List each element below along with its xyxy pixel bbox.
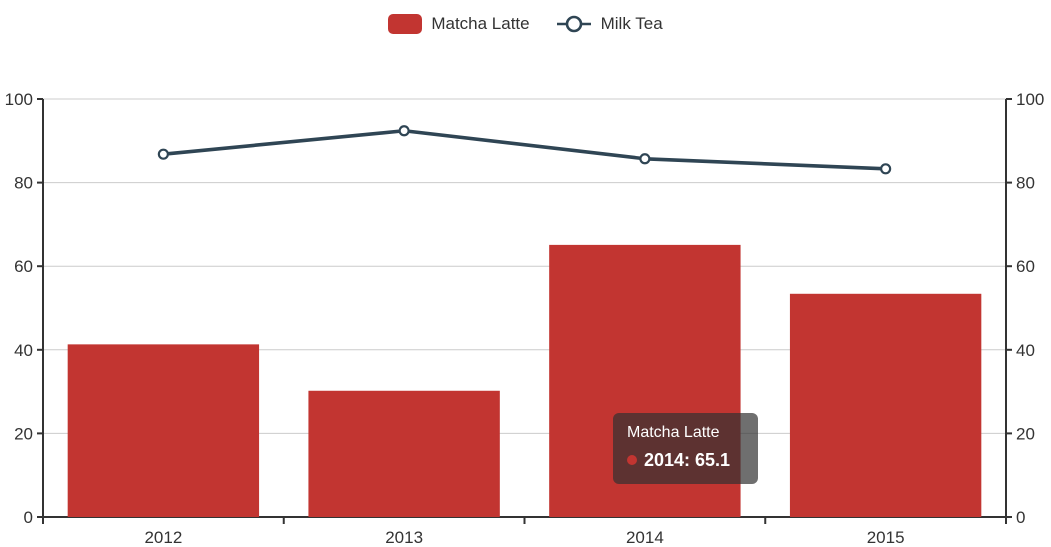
y-axis-left-label-60: 60 <box>14 257 33 276</box>
y-axis-right-label-40: 40 <box>1016 341 1035 360</box>
x-axis-label-2013: 2013 <box>385 528 423 547</box>
y-axis-left-label-0: 0 <box>24 508 33 527</box>
y-axis-left-label-100: 100 <box>5 90 33 109</box>
y-axis-left-label-20: 20 <box>14 424 33 443</box>
bar-2015[interactable] <box>789 293 982 517</box>
x-axis-label-2012: 2012 <box>144 528 182 547</box>
y-axis-right-label-60: 60 <box>1016 257 1035 276</box>
y-axis-right-label-20: 20 <box>1016 424 1035 443</box>
bar-2013[interactable] <box>308 390 500 517</box>
legend: Matcha Latte Milk Tea <box>0 14 1051 34</box>
milk-tea-line[interactable] <box>163 128 886 171</box>
line-circle-swatch-icon <box>556 15 591 33</box>
legend-item-milk-tea[interactable]: Milk Tea <box>556 14 663 34</box>
y-axis-right-label-0: 0 <box>1016 508 1025 527</box>
legend-label-matcha-latte: Matcha Latte <box>431 14 530 33</box>
y-axis-left-label-80: 80 <box>14 174 33 193</box>
line-point-2013[interactable] <box>398 125 410 137</box>
legend-item-matcha-latte[interactable]: Matcha Latte <box>388 14 530 34</box>
bar-2012[interactable] <box>67 344 260 517</box>
y-axis-right-label-100: 100 <box>1016 90 1044 109</box>
x-axis-label-2014: 2014 <box>626 528 664 547</box>
y-axis-right-label-80: 80 <box>1016 174 1035 193</box>
legend-label-milk-tea: Milk Tea <box>600 14 663 33</box>
bar-swatch-icon <box>388 14 423 34</box>
line-point-2014[interactable] <box>639 153 651 165</box>
y-axis-left-label-40: 40 <box>14 341 33 360</box>
line-point-2015[interactable] <box>880 163 892 175</box>
line-point-2012[interactable] <box>157 148 169 160</box>
bar-2014[interactable] <box>549 244 741 517</box>
x-axis-label-2015: 2015 <box>867 528 905 547</box>
